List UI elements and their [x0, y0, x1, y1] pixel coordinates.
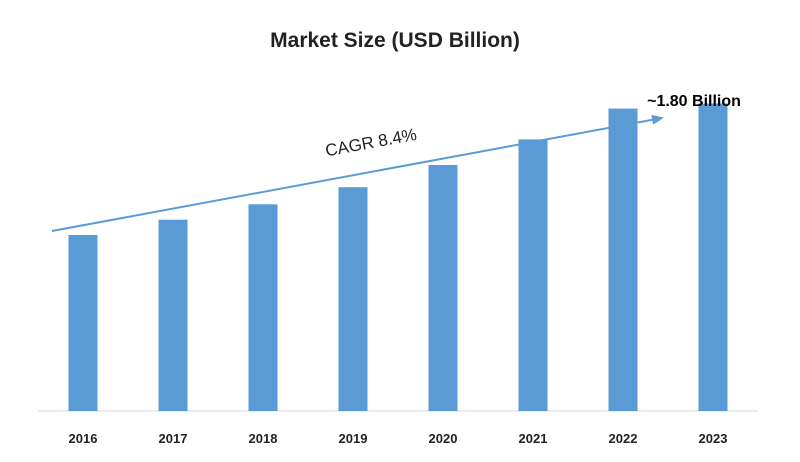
bar-2020 [428, 165, 458, 411]
x-tick-label-2018: 2018 [249, 431, 278, 446]
x-tick-label-2023: 2023 [699, 431, 728, 446]
x-tick-label-2022: 2022 [609, 431, 638, 446]
bar-2022 [608, 108, 638, 411]
bar-2023 [698, 103, 728, 411]
cagr-trend-arrow [51, 114, 664, 232]
bars-group [68, 103, 728, 411]
bar-2017 [158, 219, 188, 411]
bar-2019 [338, 187, 368, 411]
last-bar-value-label: ~1.80 Billion [647, 93, 741, 110]
bar-2016 [68, 235, 98, 411]
x-tick-label-2021: 2021 [519, 431, 548, 446]
chart-title: Market Size (USD Billion) [270, 29, 520, 52]
x-tick-label-2017: 2017 [159, 431, 188, 446]
x-tick-labels: 2016 2017 2018 2019 2020 2021 2022 2023 [69, 431, 728, 446]
cagr-label: CAGR 8.4% [324, 125, 419, 161]
x-tick-label-2019: 2019 [339, 431, 368, 446]
bar-2021 [518, 139, 548, 411]
x-tick-label-2016: 2016 [69, 431, 98, 446]
bar-2018 [248, 204, 278, 411]
x-tick-label-2020: 2020 [429, 431, 458, 446]
